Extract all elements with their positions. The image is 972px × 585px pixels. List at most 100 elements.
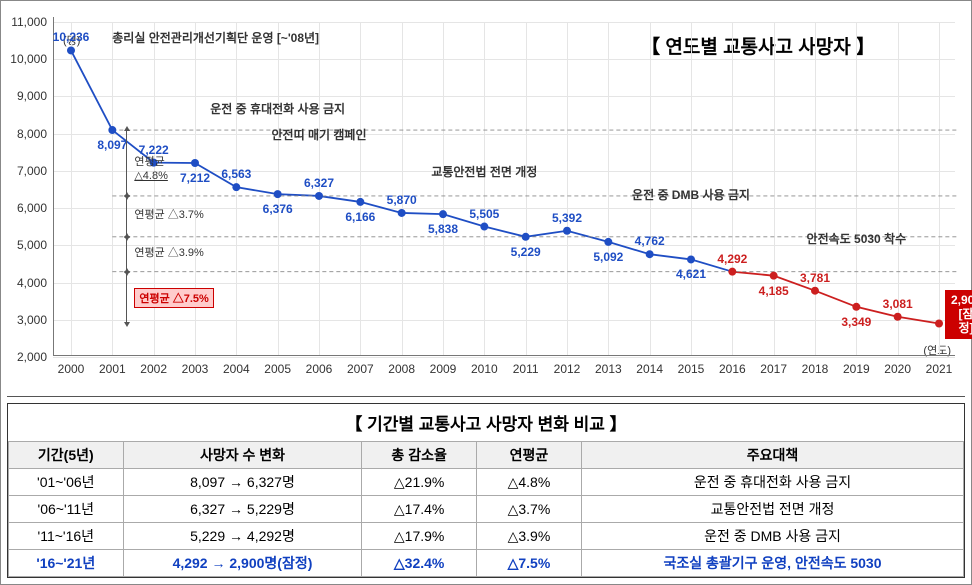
table-cell: '06~'11년 [9,496,124,523]
table-cell: '16~'21년 [9,550,124,577]
value-label: 3,349 [841,315,871,329]
y-tick-label: 11,000 [11,15,47,29]
x-tick-label: 2021 [926,362,953,376]
avg-label: 연평균 △3.7% [134,206,204,222]
value-label: 5,838 [428,222,458,236]
y-tick-label: 4,000 [17,276,47,290]
x-tick-label: 2010 [471,362,498,376]
avg-label: 연평균△4.8% [134,153,168,182]
value-label: 10,236 [53,30,90,44]
x-tick-label: 2017 [760,362,787,376]
annotation: 안전띠 매기 캠페인 [272,126,367,143]
y-tick-label: 5,000 [17,238,47,252]
table-cell: 운전 중 DMB 사용 금지 [581,523,963,550]
x-tick-label: 2003 [182,362,209,376]
x-tick-label: 2012 [554,362,581,376]
plot-area: 10,2367,2226,5636,3275,8705,5055,3924,76… [53,22,955,356]
x-tick-label: 2000 [58,362,85,376]
x-tick-label: 2016 [719,362,746,376]
x-tick-label: 2009 [430,362,457,376]
table-header: 주요대책 [581,442,963,469]
table-cell: '11~'16년 [9,523,124,550]
table-cell: 4,292 → 2,900명(잠정) [123,550,362,577]
y-tick-label: 2,000 [17,350,47,364]
value-label: 6,327 [304,176,334,190]
table-cell: '01~'06년 [9,469,124,496]
value-label: 8,097 [97,138,127,152]
table-cell: 6,327 → 5,229명 [123,496,362,523]
y-tick-label: 8,000 [17,127,47,141]
value-label: 4,292 [717,252,747,266]
value-label: 5,229 [511,245,541,259]
annotation: 운전 중 DMB 사용 금지 [632,186,750,203]
x-tick-label: 2006 [306,362,333,376]
root: 【 연도별 교통사고 사망자 】 (명) (연도) 10,2367,2226,5… [0,0,972,585]
table-cell: △21.9% [362,469,477,496]
table-cell: △3.7% [476,496,581,523]
value-label: 6,376 [263,202,293,216]
table-row: '06~'11년6,327 → 5,229명△17.4%△3.7%교통안전법 전… [9,496,964,523]
value-label: 7,212 [180,171,210,185]
avg-range-arrow [126,272,127,324]
comparison-table: 기간(5년)사망자 수 변화총 감소율연평균주요대책 '01~'06년8,097… [8,441,964,577]
table-row: '16~'21년4,292 → 2,900명(잠정)△32.4%△7.5%국조실… [9,550,964,577]
table-cell: △17.9% [362,523,477,550]
value-label: 5,870 [387,193,417,207]
avg-label: 연평균 △7.5% [134,288,214,308]
final-value-box: 2,900[잠정] [945,290,972,339]
x-tick-label: 2002 [140,362,167,376]
table-cell: 국조실 총괄기구 운영, 안전속도 5030 [581,550,963,577]
y-tick-label: 6,000 [17,201,47,215]
table-cell: △7.5% [476,550,581,577]
table-cell: △4.8% [476,469,581,496]
value-label: 4,185 [759,284,789,298]
avg-label: 연평균 △3.9% [134,244,204,260]
table-row: '01~'06년8,097 → 6,327명△21.9%△4.8%운전 중 휴대… [9,469,964,496]
x-tick-label: 2007 [347,362,374,376]
table-header: 기간(5년) [9,442,124,469]
comparison-table-area: 【 기간별 교통사고 사망자 변화 비교 】 기간(5년)사망자 수 변화총 감… [7,403,965,578]
y-tick-label: 10,000 [10,52,47,66]
table-row: '11~'16년5,229 → 4,292명△17.9%△3.9%운전 중 DM… [9,523,964,550]
table-cell: △17.4% [362,496,477,523]
avg-range-arrow [126,196,127,237]
avg-range-arrow [126,237,127,272]
x-tick-label: 2020 [884,362,911,376]
x-tick-label: 2014 [636,362,663,376]
table-cell: 8,097 → 6,327명 [123,469,362,496]
x-tick-label: 2008 [388,362,415,376]
value-label: 4,762 [635,234,665,248]
x-tick-label: 2015 [678,362,705,376]
x-tick-label: 2018 [802,362,829,376]
table-cell: 교통안전법 전면 개정 [581,496,963,523]
table-cell: 운전 중 휴대전화 사용 금지 [581,469,963,496]
avg-range-arrow [126,130,127,196]
y-tick-label: 9,000 [17,89,47,103]
value-label: 6,563 [221,167,251,181]
table-header: 연평균 [476,442,581,469]
x-tick-label: 2004 [223,362,250,376]
value-label: 3,781 [800,271,830,285]
value-label: 6,166 [345,210,375,224]
y-tick-label: 7,000 [17,164,47,178]
table-cell: 5,229 → 4,292명 [123,523,362,550]
value-label: 5,505 [469,207,499,221]
x-tick-label: 2005 [264,362,291,376]
value-label: 4,621 [676,267,706,281]
value-label: 3,081 [883,297,913,311]
x-tick-label: 2001 [99,362,126,376]
annotation: 교통안전법 전면 개정 [431,163,537,180]
line-chart: 【 연도별 교통사고 사망자 】 (명) (연도) 10,2367,2226,5… [7,7,965,397]
y-tick-label: 3,000 [17,313,47,327]
annotation: 안전속도 5030 착수 [807,230,907,247]
annotation: 총리실 안전관리개선기획단 운영 [~'08년] [112,29,319,46]
value-label: 5,092 [593,250,623,264]
x-tick-label: 2019 [843,362,870,376]
gridline-h [53,357,955,358]
x-tick-label: 2011 [513,362,539,376]
annotation: 운전 중 휴대전화 사용 금지 [210,100,345,117]
value-label: 5,392 [552,211,582,225]
table-header: 사망자 수 변화 [123,442,362,469]
table-title: 【 기간별 교통사고 사망자 변화 비교 】 [8,404,964,441]
table-header: 총 감소율 [362,442,477,469]
